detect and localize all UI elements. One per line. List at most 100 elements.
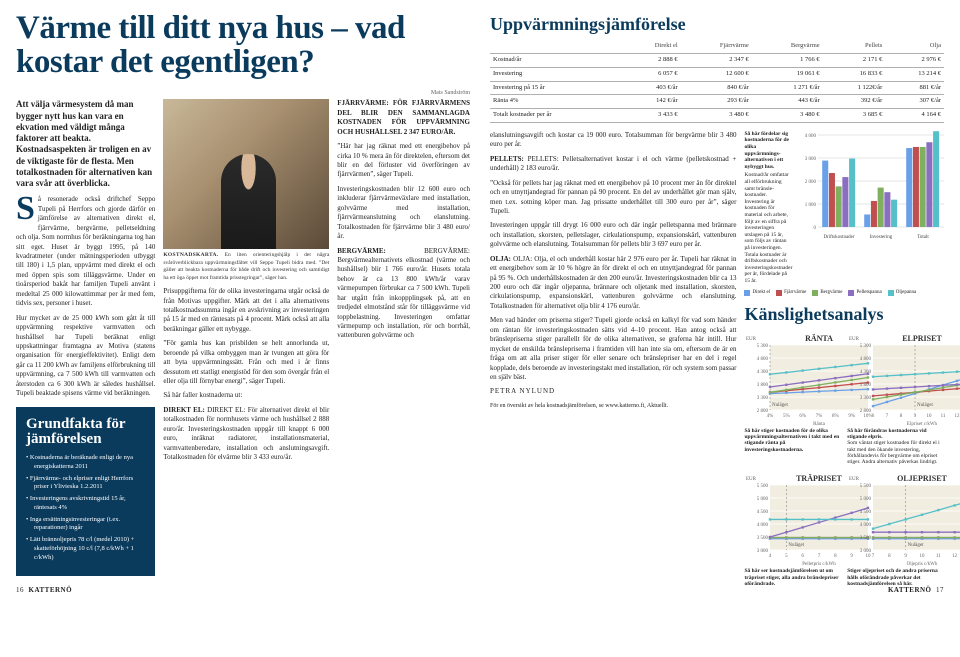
chart-breakdown-svg: 01 0002 0003 0004 000DriftskostnaderInve… [796, 131, 944, 241]
svg-text:Totalt: Totalt [918, 235, 930, 240]
svg-text:2 800: 2 800 [860, 409, 872, 414]
body-para: Investeringskostnaden blir 12 600 euro o… [337, 185, 470, 242]
body-para: ”För gamla hus kan prisbilden se helt an… [163, 339, 329, 386]
svg-text:5 000: 5 000 [757, 497, 769, 502]
svg-text:5 300: 5 300 [757, 344, 769, 349]
photo-caption: KOSTNADSKARTA. En liten orienteringshjäl… [163, 252, 329, 282]
svg-text:7: 7 [886, 414, 889, 419]
author-signature: PETRA NYLUND [490, 387, 736, 396]
svg-text:4 800: 4 800 [860, 357, 872, 362]
svg-text:3 800: 3 800 [860, 383, 872, 388]
svg-text:Investering: Investering [870, 235, 893, 240]
svg-text:EUR: EUR [746, 337, 757, 342]
factbox-title: Grundfakta för jämförelsen [26, 417, 145, 449]
body-para: Investeringen uppgår till drygt 16 000 e… [490, 221, 736, 249]
svg-text:Nuläget: Nuläget [908, 543, 924, 548]
svg-text:Ränta: Ränta [814, 422, 826, 426]
svg-text:4 800: 4 800 [757, 357, 769, 362]
table-body: Kostnad/år2 888 €2 347 €1 766 €2 171 €2 … [490, 54, 944, 123]
svg-text:8: 8 [900, 414, 903, 419]
svg-text:Nuläget: Nuläget [789, 543, 805, 548]
svg-text:Nuläget: Nuläget [917, 403, 933, 408]
svg-text:4 000: 4 000 [757, 523, 769, 528]
svg-text:4 500: 4 500 [757, 510, 769, 515]
svg-text:10: 10 [927, 414, 933, 419]
svg-text:Driftskostnader: Driftskostnader [824, 235, 855, 240]
svg-text:5 000: 5 000 [860, 497, 872, 502]
body-para: Så här faller kostnaderna ut: [163, 391, 329, 400]
svg-text:9: 9 [905, 554, 908, 559]
svg-text:4%: 4% [767, 414, 774, 419]
svg-text:3 000: 3 000 [805, 157, 817, 162]
chart-trapriset: 3 0003 5004 0004 5005 0005 50045678910Nu… [744, 471, 841, 587]
svg-text:8%: 8% [832, 414, 839, 419]
svg-text:5: 5 [786, 554, 789, 559]
body-para: ”Också för pellets har jag räknat med et… [490, 179, 736, 217]
svg-text:3 000: 3 000 [860, 549, 872, 554]
svg-text:4 300: 4 300 [860, 370, 872, 375]
svg-text:Elpriset c/kWh: Elpriset c/kWh [907, 422, 938, 426]
table-header-row: Direkt elFjärrvärmeBergvärmePelletsOlja [490, 40, 944, 53]
body-para: DIREKT EL: DIREKT EL: För alternativet d… [163, 406, 329, 463]
svg-text:EUR: EUR [849, 337, 860, 342]
svg-text:8: 8 [888, 554, 891, 559]
body-para: Prisuppgifterna för de olika investering… [163, 287, 329, 334]
body-para: PELLETS: PELLETS: Pelletsalternativet ko… [490, 155, 736, 174]
svg-text:4 300: 4 300 [757, 370, 769, 375]
factbox-list: Kostnaderna är beräknade enligt de nya e… [26, 454, 145, 562]
sensitivity-title: Känslighetsanalys [744, 302, 944, 326]
page-right: Uppvärmningsjämförelse Direkt elFjärrvär… [480, 0, 960, 601]
byline: Mats Sandström [16, 89, 470, 97]
article-photo [163, 99, 329, 249]
svg-text:1 000: 1 000 [805, 203, 817, 208]
svg-text:11: 11 [941, 414, 946, 419]
body-para: elanslutningsavgift och kostar ca 19 000… [490, 131, 736, 150]
svg-text:10: 10 [920, 554, 926, 559]
page-footer-left: 16 KATTERNÖ [16, 586, 72, 595]
chart-ranta: 2 8003 3003 8004 3004 8005 3004%5%6%7%8%… [744, 331, 841, 466]
svg-text:Oljepris c/kWh: Oljepris c/kWh [907, 562, 938, 566]
svg-text:ELPRISET: ELPRISET [902, 334, 942, 343]
svg-text:7: 7 [818, 554, 821, 559]
svg-text:OLJEPRISET: OLJEPRISET [897, 474, 947, 483]
comparison-table: Direkt elFjärrvärmeBergvärmePelletsOlja … [490, 40, 944, 123]
body-para: ”Här har jag räknat med ett energibehov … [337, 142, 470, 180]
svg-text:3 000: 3 000 [757, 549, 769, 554]
svg-text:7%: 7% [816, 414, 823, 419]
svg-text:12: 12 [955, 414, 960, 419]
headline: Värme till ditt nya hus – vad kostar det… [16, 12, 470, 79]
svg-text:11: 11 [936, 554, 941, 559]
svg-text:6%: 6% [800, 414, 807, 419]
body-para: BERGVÄRME: BERGVÄRME: Bergvärmealternati… [337, 247, 470, 341]
svg-text:RÄNTA: RÄNTA [806, 334, 834, 343]
svg-text:6: 6 [872, 414, 875, 419]
factbox: Grundfakta för jämförelsen Kostnaderna ä… [16, 407, 155, 576]
svg-text:EUR: EUR [746, 477, 757, 482]
svg-text:EUR: EUR [849, 477, 860, 482]
chart-oljepriset: 3 0003 5004 0004 5005 0005 5007891011121… [847, 471, 944, 587]
svg-text:3 500: 3 500 [757, 536, 769, 541]
svg-text:4: 4 [769, 554, 772, 559]
svg-text:TRÄPRISET: TRÄPRISET [797, 474, 843, 483]
comparison-title: Uppvärmningsjämförelse [490, 12, 944, 36]
svg-text:5 500: 5 500 [757, 484, 769, 489]
svg-text:4 000: 4 000 [805, 134, 817, 139]
overview-link: För en översikt av hela kostnadsjämförel… [490, 402, 736, 410]
svg-text:4 000: 4 000 [860, 523, 872, 528]
chart-elpriset: 2 8003 3003 8004 3004 8005 3006789101112… [847, 331, 944, 466]
svg-text:6: 6 [802, 554, 805, 559]
svg-text:5 500: 5 500 [860, 484, 872, 489]
body-para: FJÄRRVÄRME: För fjärrvärmens del blir de… [337, 99, 470, 137]
svg-text:12: 12 [952, 554, 958, 559]
svg-text:3 300: 3 300 [757, 396, 769, 401]
svg-text:2 000: 2 000 [805, 180, 817, 185]
svg-text:7: 7 [872, 554, 875, 559]
svg-text:9: 9 [914, 414, 917, 419]
svg-text:Nuläget: Nuläget [772, 403, 788, 408]
body-para: OLJA: OLJA: Olja, el och underhåll kosta… [490, 255, 736, 312]
svg-text:3 300: 3 300 [860, 396, 872, 401]
chart-legend: Direkt elFjärrvärmeBergvärmePelletspanna… [744, 290, 944, 297]
body-para: Hur mycket av de 25 000 kWh som gått åt … [16, 314, 155, 399]
svg-text:4 500: 4 500 [860, 510, 872, 515]
svg-text:8: 8 [835, 554, 838, 559]
